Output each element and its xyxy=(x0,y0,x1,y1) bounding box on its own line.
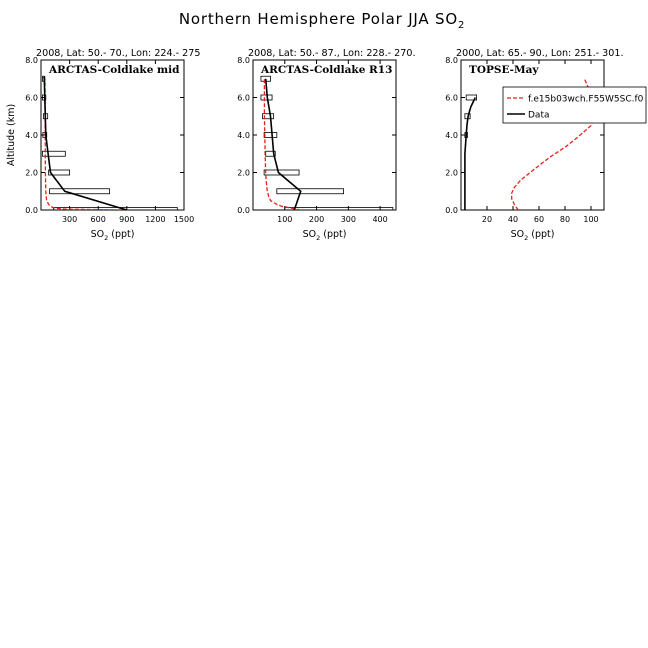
chart-panel-3: 2000, Lat: 65.- 90., Lon: 251.- 301. TOPS… xyxy=(445,48,647,242)
figure-title: Northern Hemisphere Polar JJA SO2 xyxy=(179,10,465,31)
x-axis-label-sub: 2 xyxy=(104,234,108,242)
y-tick-label: 6.0 xyxy=(25,94,38,103)
chart-panel-1: 2008, Lat: 50.- 70., Lon: 224.- 275 ARCTA… xyxy=(6,48,201,242)
range-box xyxy=(276,188,344,195)
legend-box xyxy=(502,86,647,124)
range-box xyxy=(263,132,278,138)
x-axis-label-main: SO xyxy=(91,229,105,240)
x-tick-label: 80 xyxy=(560,215,570,224)
x-axis-label: SO2 (ppt) xyxy=(303,229,347,242)
x-tick-label: 100 xyxy=(277,215,292,224)
x-axis-label: SO2 (ppt) xyxy=(91,229,135,242)
x-tick-label: 1200 xyxy=(145,215,165,224)
plot-area xyxy=(464,78,596,210)
x-tick-label: 1500 xyxy=(174,215,194,224)
axis-frame xyxy=(252,59,397,211)
x-axis-label: SO2 (ppt) xyxy=(511,229,555,242)
campaign-label: TOPSE-May xyxy=(469,64,539,76)
x-tick-label: 100 xyxy=(583,215,598,224)
x-axis-label-main: SO xyxy=(511,229,525,240)
y-tick-label: 0.0 xyxy=(237,206,250,215)
figure-title-sub: 2 xyxy=(458,20,465,31)
y-tick-label: 6.0 xyxy=(445,94,458,103)
legend-label: f.e15b03wch.F55W5SC.f0 xyxy=(528,95,644,105)
model-line xyxy=(44,78,127,210)
chart-panels: 2008, Lat: 50.- 70., Lon: 224.- 275 ARCTA… xyxy=(6,48,647,242)
y-tick-label: 8.0 xyxy=(237,56,250,65)
y-tick-label: 8.0 xyxy=(25,56,38,65)
panel-header: 2000, Lat: 65.- 90., Lon: 251.- 301. xyxy=(456,48,624,59)
panel-header: 2008, Lat: 50.- 87., Lon: 228.- 270. xyxy=(248,48,416,59)
chart-panel-2: 2008, Lat: 50.- 87., Lon: 228.- 270. ARCT… xyxy=(237,48,415,242)
y-tick-label: 4.0 xyxy=(445,131,458,140)
axis-frame xyxy=(460,59,605,211)
data-line xyxy=(264,78,302,210)
range-box xyxy=(52,207,178,210)
y-tick-label: 4.0 xyxy=(25,131,38,140)
plot-area xyxy=(260,75,394,210)
range-box xyxy=(49,188,111,195)
figure-title-main: Northern Hemisphere Polar JJA SO xyxy=(179,10,458,28)
panel-header: 2008, Lat: 50.- 70., Lon: 224.- 275 xyxy=(36,48,201,59)
x-axis-label-sub: 2 xyxy=(524,234,528,242)
y-tick-label: 0.0 xyxy=(445,206,458,215)
y-tick-label: 6.0 xyxy=(237,94,250,103)
plot-area xyxy=(42,75,178,210)
x-tick-label: 300 xyxy=(62,215,77,224)
model-line xyxy=(263,78,301,210)
x-tick-label: 60 xyxy=(534,215,544,224)
legend-label: Data xyxy=(528,111,550,121)
x-axis-label-unit: (ppt) xyxy=(528,229,554,240)
campaign-label: ARCTAS-Coldlake R13 xyxy=(260,64,392,76)
legend: f.e15b03wch.F55W5SC.f0 Data xyxy=(502,86,647,124)
data-line xyxy=(43,76,128,210)
x-tick-label: 600 xyxy=(91,215,106,224)
x-axis-label-unit: (ppt) xyxy=(320,229,346,240)
y-tick-label: 2.0 xyxy=(445,169,458,178)
x-tick-label: 400 xyxy=(372,215,387,224)
range-box xyxy=(48,169,71,176)
x-axis-label-unit: (ppt) xyxy=(108,229,134,240)
range-box xyxy=(262,113,275,120)
x-tick-label: 40 xyxy=(508,215,518,224)
y-axis-label: Altitude (km) xyxy=(6,104,17,166)
x-tick-label: 300 xyxy=(341,215,356,224)
y-tick-label: 2.0 xyxy=(237,169,250,178)
range-box xyxy=(284,207,394,210)
x-tick-label: 900 xyxy=(119,215,134,224)
y-tick-label: 8.0 xyxy=(445,56,458,65)
x-axis-label-sub: 2 xyxy=(316,234,320,242)
range-box xyxy=(42,150,66,157)
x-axis-label-main: SO xyxy=(303,229,317,240)
x-tick-label: 20 xyxy=(482,215,492,224)
y-tick-label: 4.0 xyxy=(237,131,250,140)
y-tick-label: 0.0 xyxy=(25,206,38,215)
y-tick-label: 2.0 xyxy=(25,169,38,178)
x-tick-label: 200 xyxy=(309,215,324,224)
data-line xyxy=(464,97,477,210)
campaign-label: ARCTAS-Coldlake mid xyxy=(48,64,180,76)
model-line xyxy=(511,78,596,210)
range-box xyxy=(465,94,478,101)
